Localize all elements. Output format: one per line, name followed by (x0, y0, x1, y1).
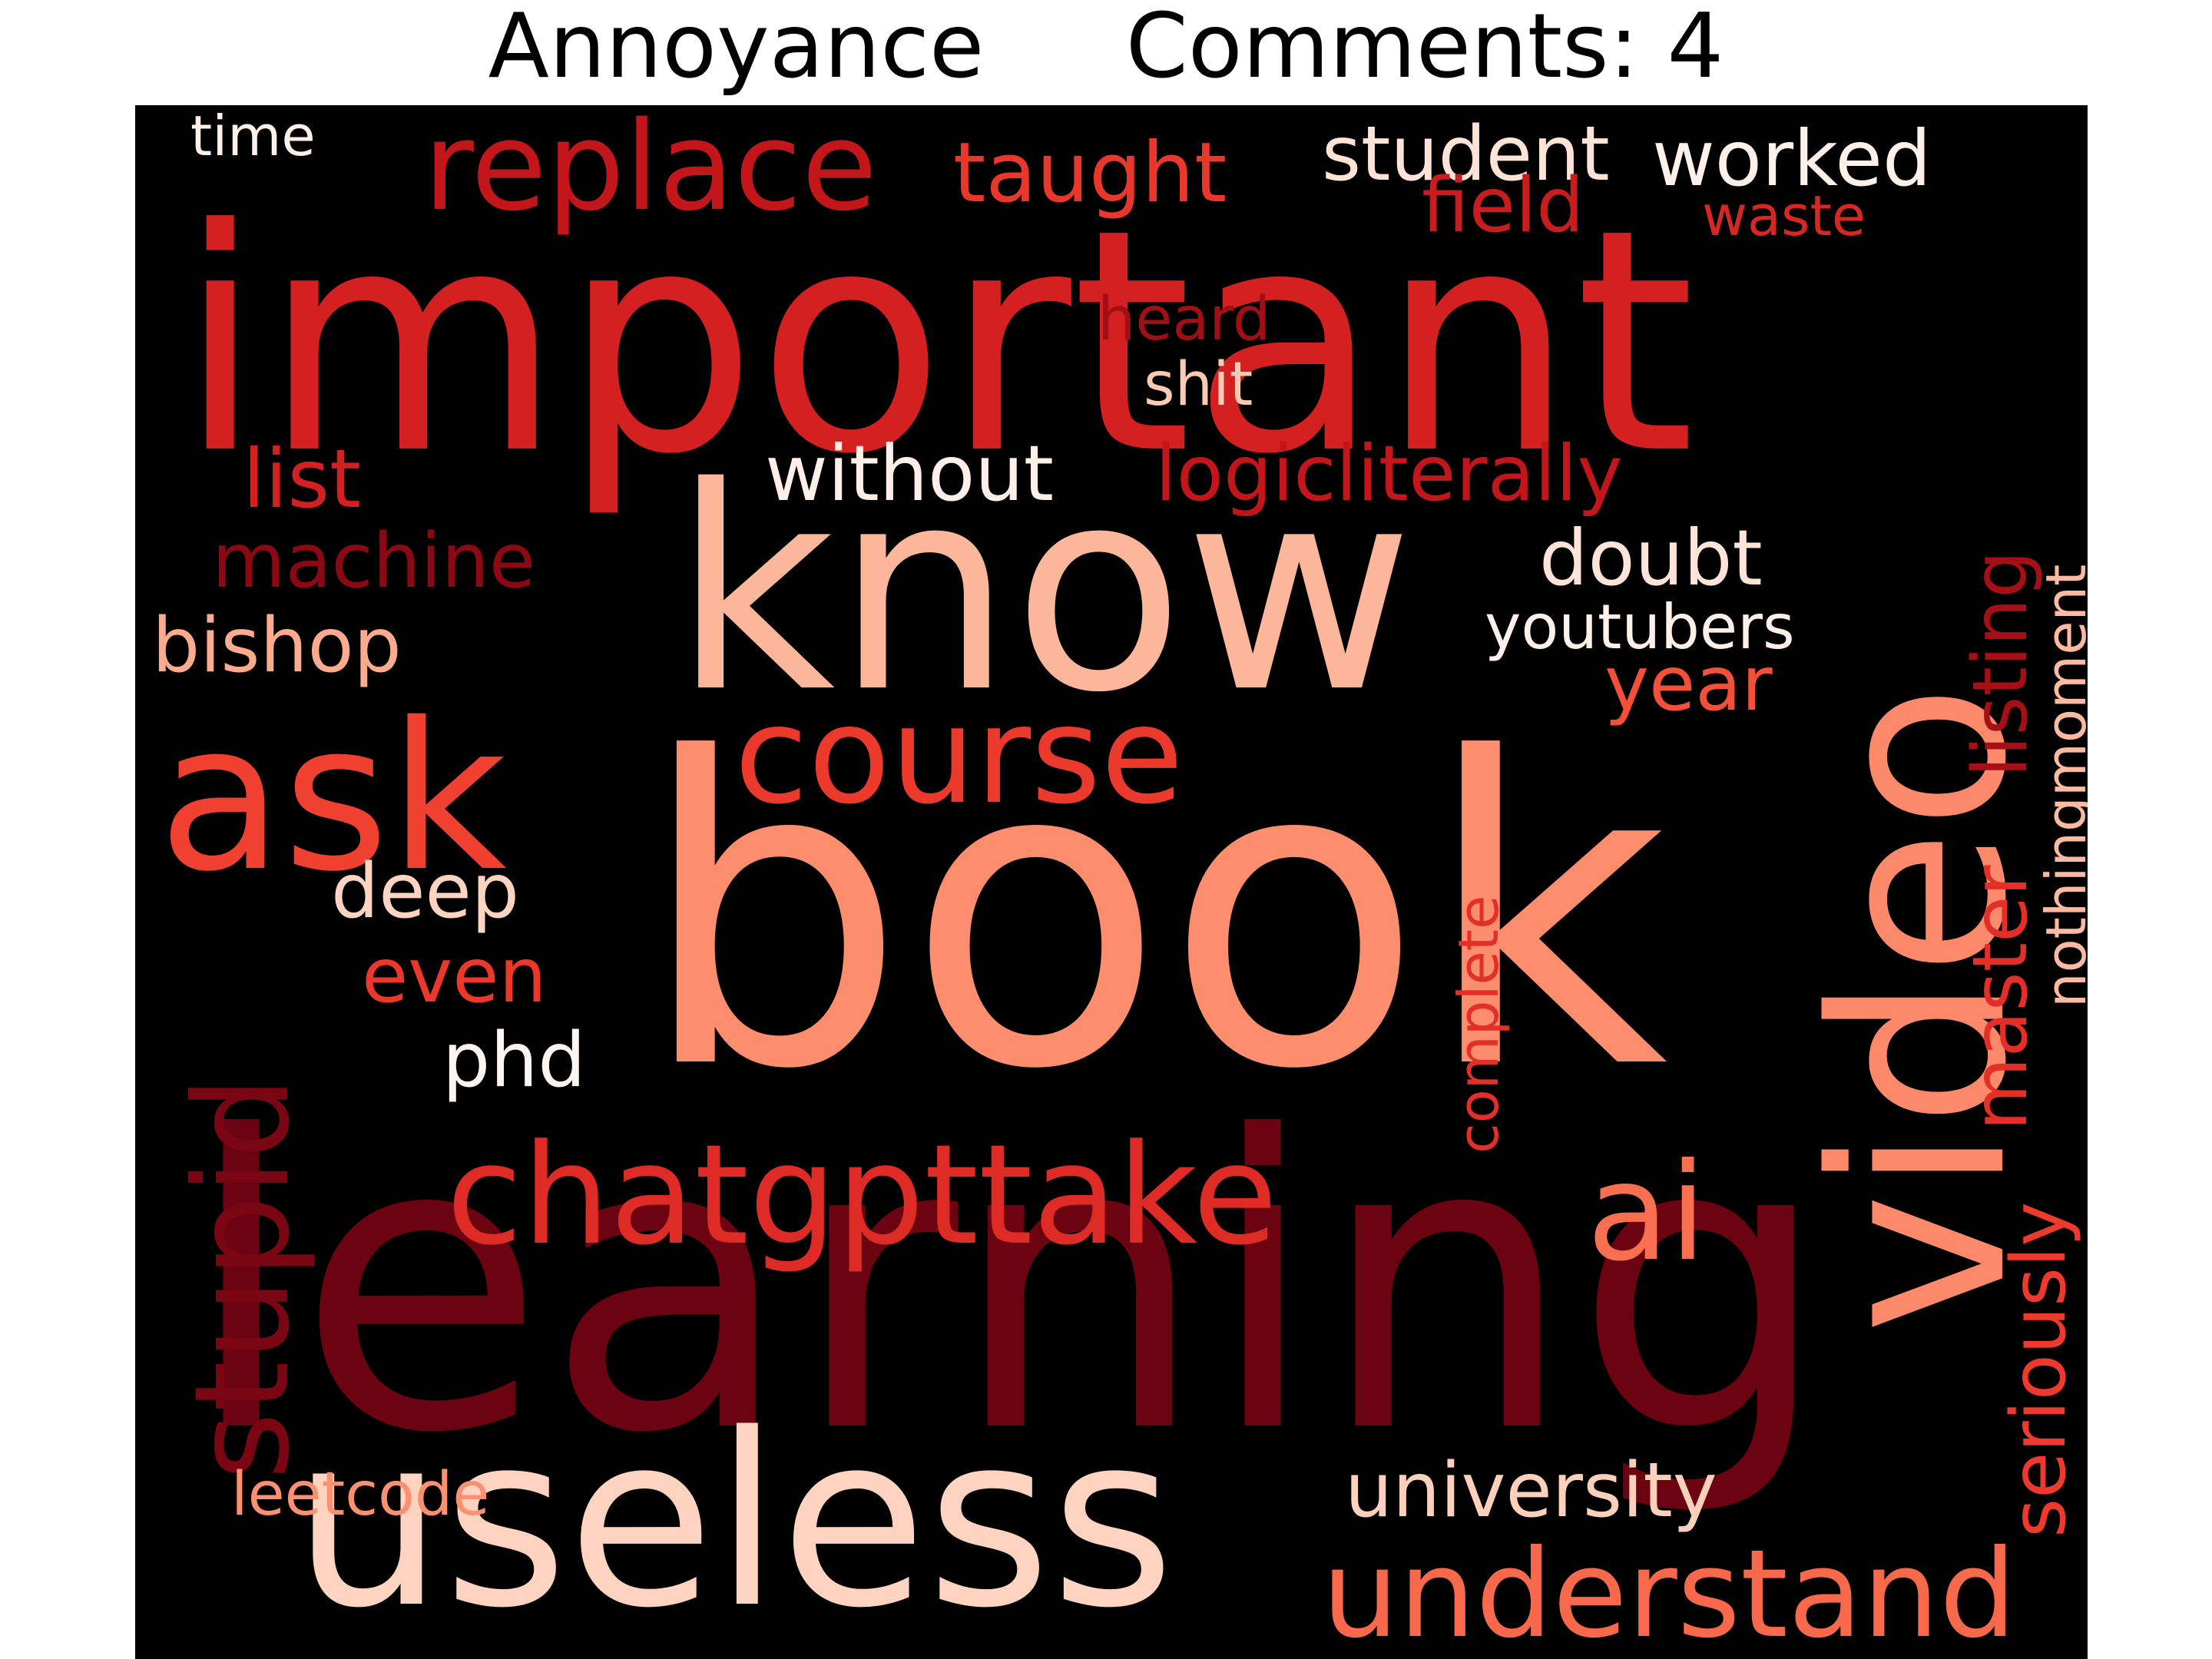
page-title: Annoyance Comments: 4 (0, 0, 2212, 100)
word-machine: machine (212, 518, 536, 605)
word-know: know (673, 428, 1414, 754)
word-seriously: seriously (1995, 1201, 2083, 1538)
word-leetcode: leetcode (231, 1460, 490, 1529)
word-book: book (638, 669, 1668, 1161)
word-phd: phd (442, 1017, 586, 1104)
word-important: important (177, 164, 1696, 522)
word-student: student (1322, 111, 1610, 198)
word-logicliterally: logicliterally (1155, 429, 1623, 518)
word-nothingmoment: nothingmoment (2034, 564, 2088, 1008)
word-course: course (734, 678, 1184, 834)
word-university: university (1345, 1447, 1717, 1535)
word-complete: complete (1446, 895, 1511, 1154)
word-waste: waste (1702, 184, 1866, 248)
word-youtubers: youtubers (1485, 591, 1795, 663)
word-cloud: important know book learning ask video u… (135, 105, 2088, 1659)
word-understand: understand (1322, 1524, 2017, 1659)
word-field: field (1422, 162, 1584, 250)
word-useless: useless (293, 1383, 1175, 1659)
word-doubt: doubt (1539, 513, 1763, 603)
word-bishop: bishop (152, 602, 402, 690)
word-replace: replace (423, 105, 878, 238)
title-label: Annoyance (488, 0, 985, 98)
word-list: list (243, 432, 362, 526)
word-worked: worked (1652, 114, 1932, 204)
comments-count: Comments: 4 (1125, 0, 1724, 98)
word-taught: taught (953, 125, 1227, 221)
word-deep: deep (331, 848, 519, 935)
word-learning: learning (185, 1051, 1830, 1521)
word-heard: heard (1098, 285, 1271, 354)
word-even: even (362, 932, 547, 1020)
word-listing: listing (1957, 550, 2045, 777)
word-master: master (1957, 865, 2045, 1131)
word-ai: ai (1587, 1135, 1707, 1291)
word-ask: ask (158, 680, 507, 916)
word-stupid: stupid (167, 1075, 319, 1480)
word-chatgpttake: chatgpttake (446, 1115, 1278, 1276)
word-year: year (1604, 641, 1773, 728)
word-shit: shit (1144, 350, 1253, 419)
word-without: without (765, 429, 1054, 518)
word-time: time (190, 105, 316, 168)
